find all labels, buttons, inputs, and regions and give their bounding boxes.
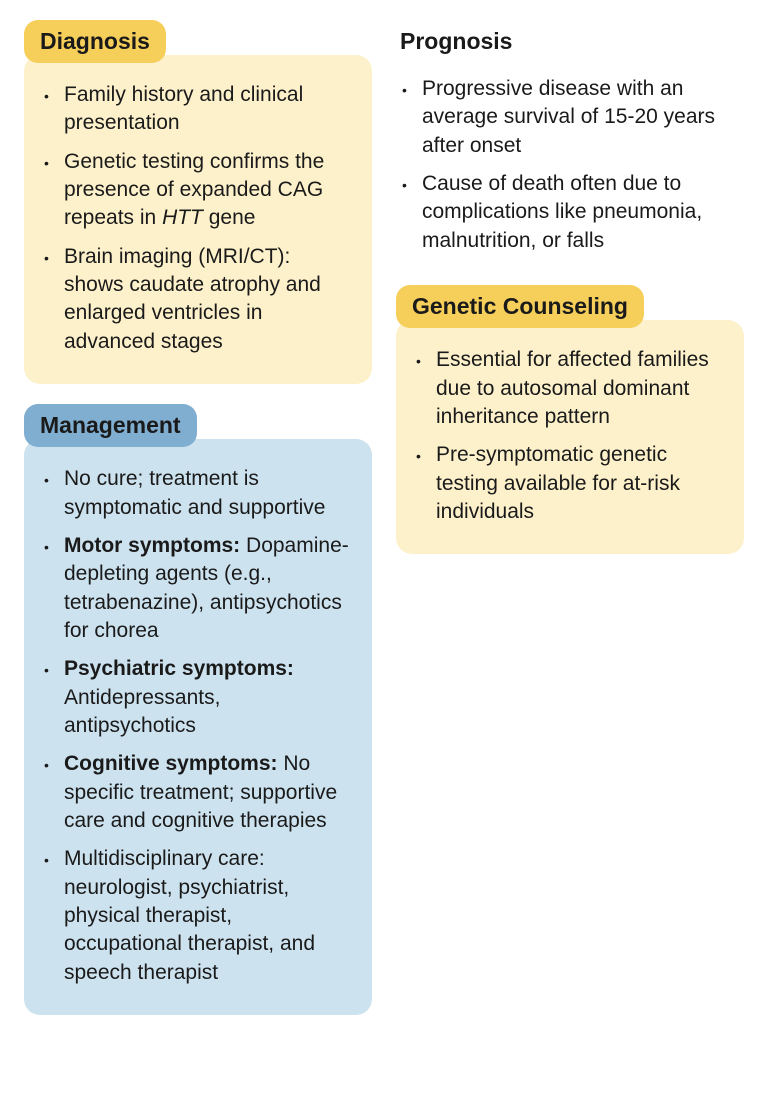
bold-run: Motor symptoms:: [64, 534, 240, 557]
left-column: Diagnosis Family history and clinical pr…: [24, 20, 372, 1015]
prognosis-section: Prognosis Progressive disease with an av…: [396, 20, 744, 265]
list-item: Pre-symptomatic genetic testing availabl…: [432, 441, 726, 526]
right-column: Prognosis Progressive disease with an av…: [396, 20, 744, 1015]
bold-run: Cognitive symptoms:: [64, 752, 278, 775]
management-heading: Management: [24, 404, 197, 447]
bold-run: Psychiatric symptoms:: [64, 657, 294, 680]
text-run: gene: [203, 206, 256, 229]
list-item: Cause of death often due to complication…: [418, 170, 740, 255]
list-item: Brain imaging (MRI/CT): shows caudate at…: [60, 243, 354, 356]
diagnosis-section: Diagnosis Family history and clinical pr…: [24, 20, 372, 384]
list-item: Psychiatric symptoms: Antidepressants, a…: [60, 655, 354, 740]
list-item: Progressive disease with an average surv…: [418, 75, 740, 160]
text-run: Antidepressants, antipsychotics: [64, 686, 220, 737]
diagnosis-heading: Diagnosis: [24, 20, 166, 63]
list-item: Genetic testing confirms the presence of…: [60, 148, 354, 233]
list-item: No cure; treatment is symptomatic and su…: [60, 465, 354, 522]
management-section: Management No cure; treatment is symptom…: [24, 404, 372, 1015]
list-item: Motor symptoms: Dopamine-depleting agent…: [60, 532, 354, 645]
management-box: No cure; treatment is symptomatic and su…: [24, 439, 372, 1015]
prognosis-list: Progressive disease with an average surv…: [400, 75, 740, 255]
italic-run: HTT: [162, 206, 203, 229]
list-item: Family history and clinical presentation: [60, 81, 354, 138]
list-item: Multidisciplinary care: neurologist, psy…: [60, 845, 354, 987]
counseling-box: Essential for affected families due to a…: [396, 320, 744, 554]
prognosis-heading: Prognosis: [396, 20, 744, 65]
diagnosis-list: Family history and clinical presentation…: [42, 81, 354, 356]
prognosis-box: Progressive disease with an average surv…: [396, 75, 744, 255]
counseling-section: Genetic Counseling Essential for affecte…: [396, 285, 744, 554]
management-list: No cure; treatment is symptomatic and su…: [42, 465, 354, 987]
counseling-heading: Genetic Counseling: [396, 285, 644, 328]
diagnosis-box: Family history and clinical presentation…: [24, 55, 372, 384]
list-item: Cognitive symptoms: No specific treatmen…: [60, 750, 354, 835]
two-column-grid: Diagnosis Family history and clinical pr…: [24, 20, 744, 1015]
counseling-list: Essential for affected families due to a…: [414, 346, 726, 526]
list-item: Essential for affected families due to a…: [432, 346, 726, 431]
